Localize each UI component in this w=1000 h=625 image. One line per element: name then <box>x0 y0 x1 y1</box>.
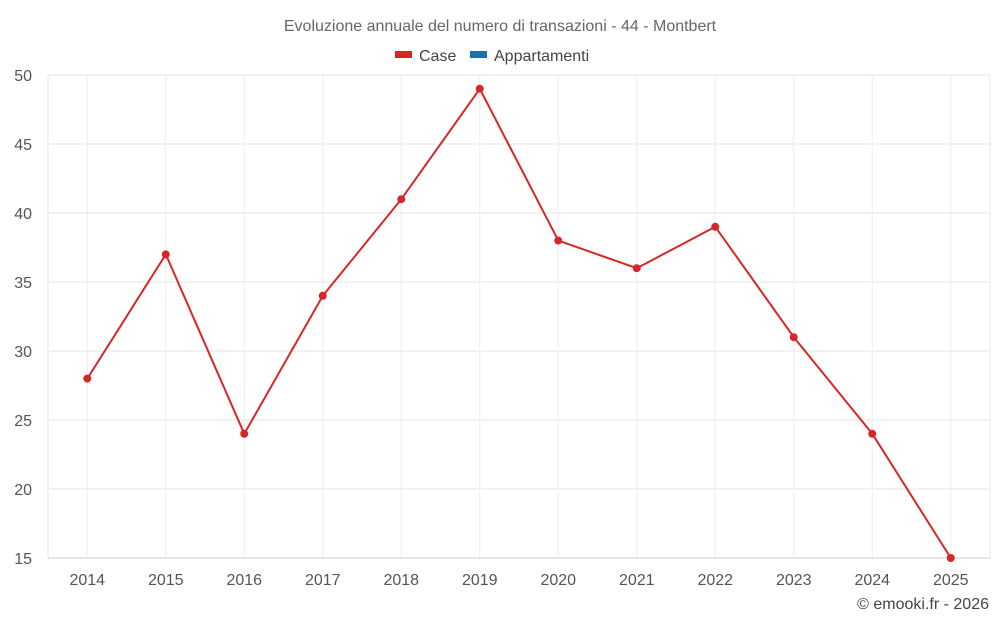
data-point[interactable] <box>475 84 484 93</box>
x-tick-label: 2015 <box>148 572 184 589</box>
x-tick-label: 2014 <box>69 572 105 589</box>
legend-label-case: Case <box>419 48 456 65</box>
x-tick-label: 2021 <box>619 572 655 589</box>
x-tick-label: 2019 <box>462 572 498 589</box>
data-point[interactable] <box>632 264 641 273</box>
x-tick-label: 2025 <box>933 572 969 589</box>
y-tick-label: 20 <box>14 482 32 499</box>
y-tick-label: 30 <box>14 344 32 361</box>
y-tick-label: 25 <box>14 413 32 430</box>
legend-swatch-case <box>395 51 412 58</box>
grid <box>47 74 991 558</box>
legend-item-appartamenti[interactable]: Appartamenti <box>470 48 589 65</box>
data-point[interactable] <box>318 291 327 300</box>
data-point[interactable] <box>161 250 170 259</box>
series-case <box>83 84 955 562</box>
data-point[interactable] <box>789 333 798 342</box>
data-point[interactable] <box>397 195 406 204</box>
legend-item-case[interactable]: Case <box>395 48 456 65</box>
x-tick-label: 2022 <box>697 572 733 589</box>
legend-swatch-appartamenti <box>470 51 487 58</box>
credit-text: © emooki.fr - 2026 <box>857 596 989 613</box>
y-tick-label: 15 <box>14 551 32 568</box>
x-tick-label: 2017 <box>305 572 341 589</box>
series-line-case <box>86 87 952 559</box>
y-tick-label: 50 <box>14 68 32 85</box>
x-tick-label: 2020 <box>540 572 576 589</box>
legend-label-appartamenti: Appartamenti <box>494 48 589 65</box>
chart-title: Evoluzione annuale del numero di transaz… <box>284 18 717 35</box>
data-point[interactable] <box>868 429 877 438</box>
x-tick-label: 2023 <box>776 572 812 589</box>
y-tick-label: 45 <box>14 137 32 154</box>
y-tick-label: 35 <box>14 275 32 292</box>
y-tick-label: 40 <box>14 206 32 223</box>
data-point[interactable] <box>946 554 955 562</box>
x-tick-label: 2016 <box>226 572 262 589</box>
x-tick-label: 2018 <box>383 572 419 589</box>
data-point[interactable] <box>711 222 720 231</box>
data-point[interactable] <box>554 236 563 245</box>
x-tick-label: 2024 <box>854 572 890 589</box>
data-point[interactable] <box>240 429 249 438</box>
legend: Case Appartamenti <box>395 48 589 65</box>
data-point[interactable] <box>83 374 92 383</box>
